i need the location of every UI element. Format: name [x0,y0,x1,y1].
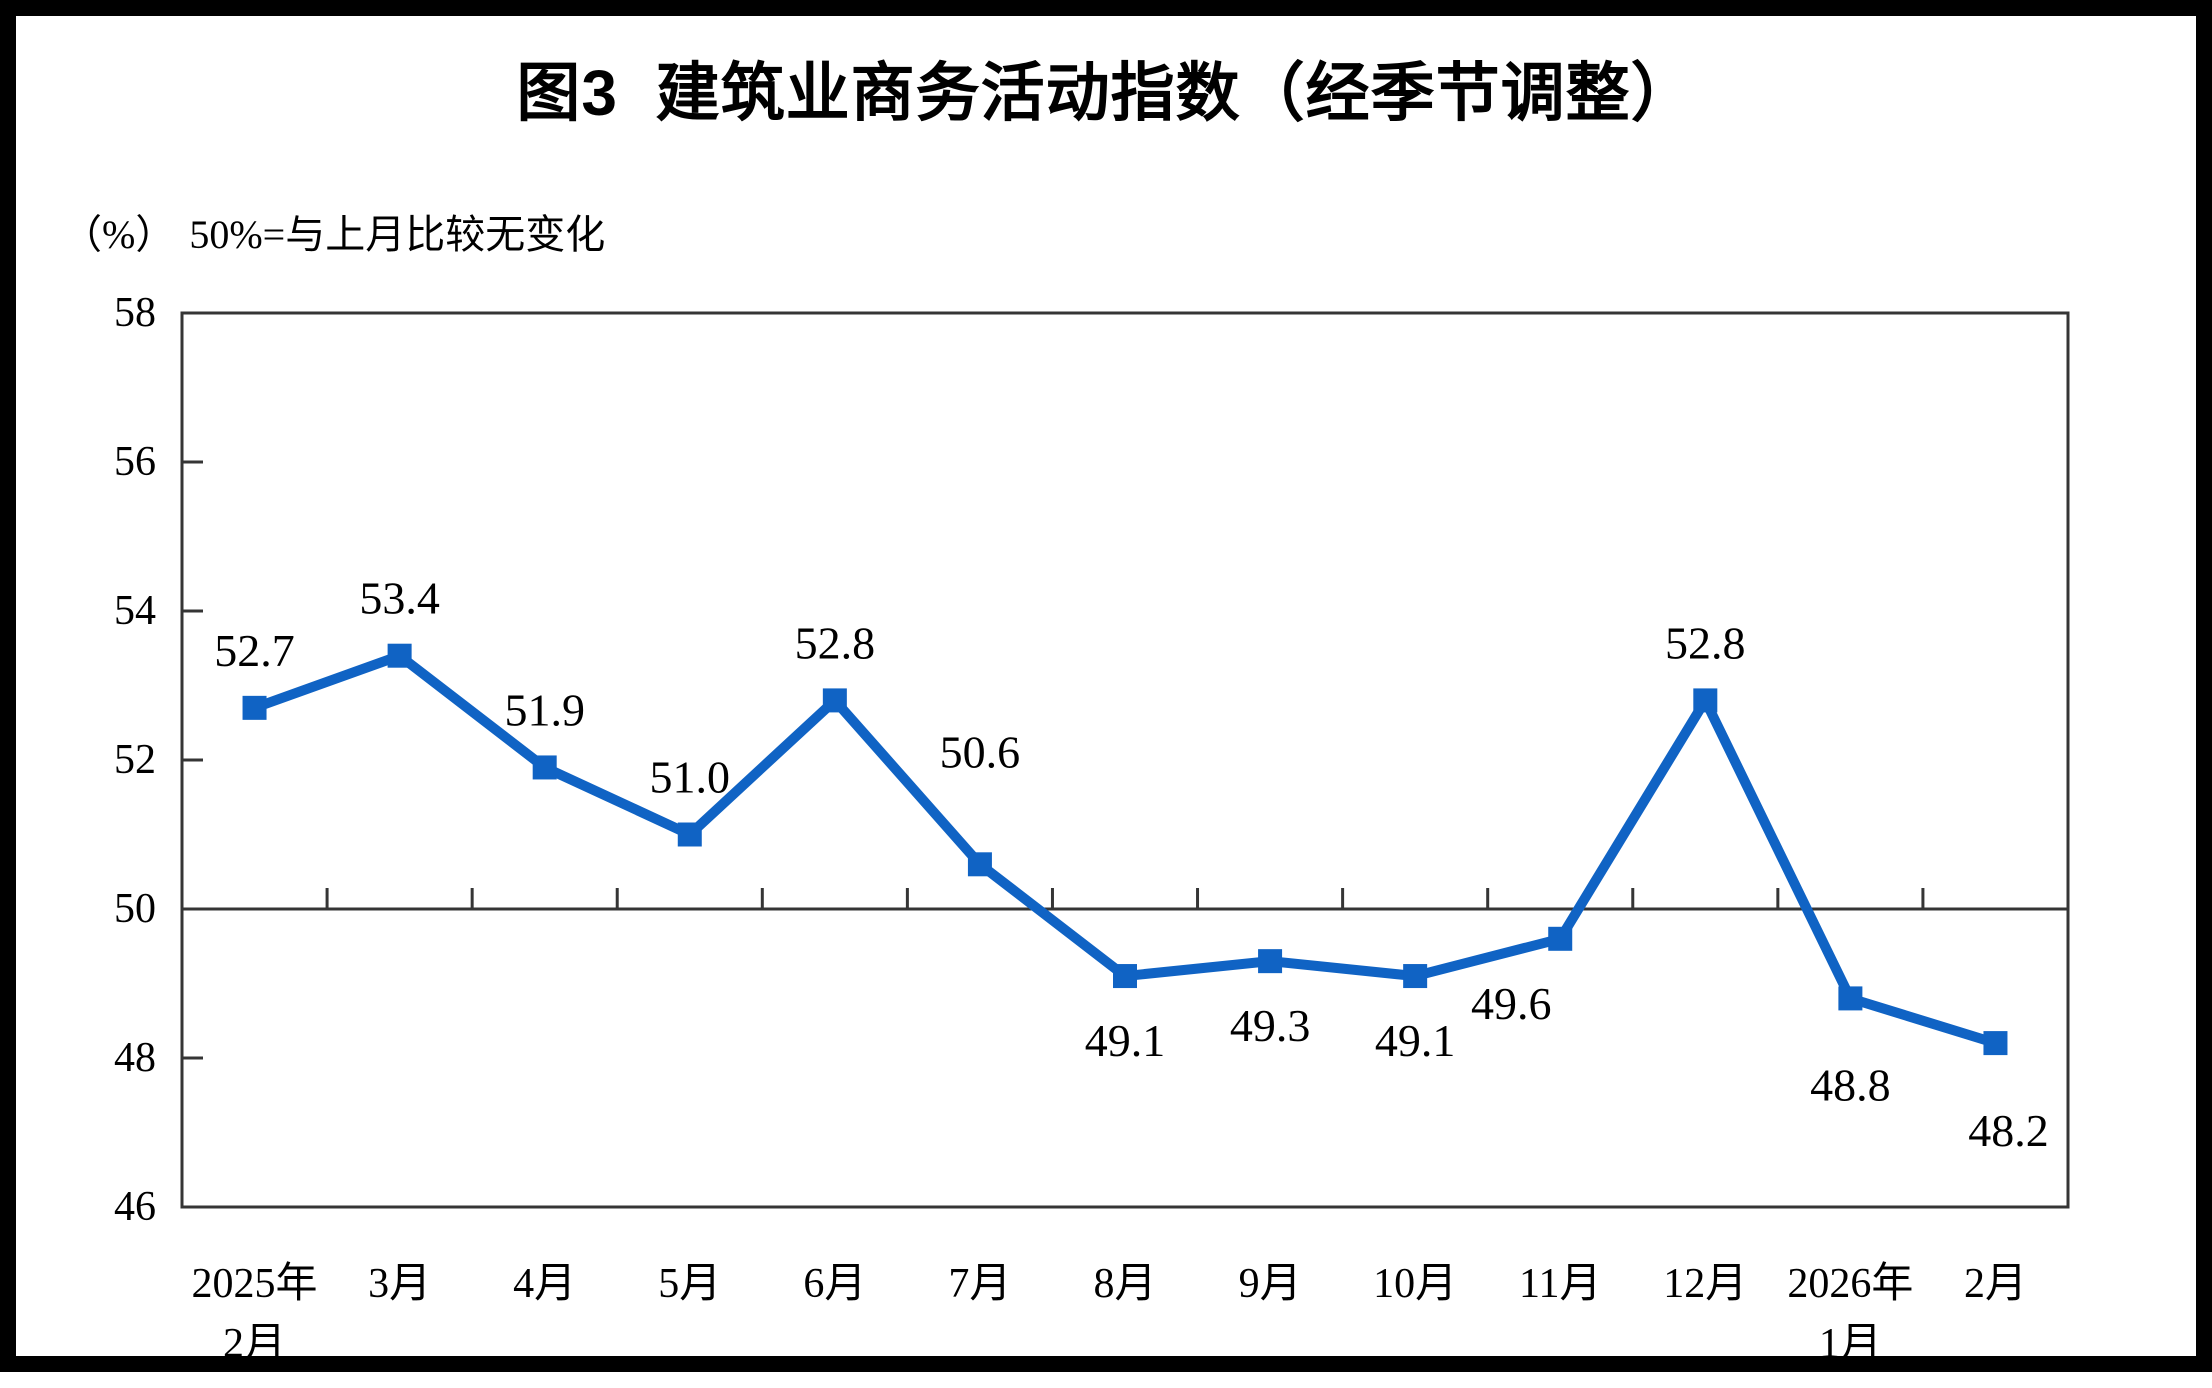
x-axis-label: 3月 [368,1261,431,1307]
x-axis-label: 8月 [1093,1261,1156,1307]
x-axis-label: 6月 [803,1261,866,1307]
data-point-label: 51.9 [504,684,585,735]
chart-title: 图3 建筑业商务活动指数（经季节调整） [516,57,1696,129]
data-point-marker [242,695,267,720]
plot-border [180,311,2070,1209]
data-point-marker [1693,688,1718,713]
data-point-label: 48.8 [1810,1059,1891,1110]
data-point-marker [1403,964,1428,989]
y-axis-tick-label: 56 [114,439,156,485]
data-point-marker [1258,949,1283,974]
y-axis-tick-label: 46 [114,1184,156,1230]
x-axis-label: 11月 [1519,1261,1601,1307]
y-axis-tick-label: 54 [114,588,156,634]
data-point-marker [1113,964,1137,989]
data-point-marker [967,852,992,877]
reference-line-note: 50%=与上月比较无变化 [189,212,606,257]
x-axis-label: 9月 [1239,1261,1302,1307]
x-axis-label: 5月 [658,1261,721,1307]
data-point-label: 49.3 [1230,1000,1311,1051]
data-point-label: 52.8 [1665,617,1746,668]
data-point-label: 52.8 [795,617,876,668]
data-point-label: 49.6 [1471,978,1552,1029]
y-axis-unit-label: （%） [62,212,176,257]
y-axis-unit-note: （%） 50%=与上月比较无变化 [62,202,605,260]
data-point-label: 49.1 [1085,1015,1166,1066]
data-point-marker [1838,986,1863,1011]
data-point-marker [1548,926,1573,951]
data-point-label: 50.6 [940,726,1021,777]
data-point-marker [387,643,412,668]
data-point-label: 52.7 [214,625,295,676]
data-point-marker [822,688,847,713]
data-point-label: 51.0 [650,752,731,803]
line-chart: 46 48 50 52 54 56 58 52.7 53.4 51.9 51.0 52.8 50.6 49… [114,290,2070,1367]
data-point-label: 48.2 [1968,1105,2049,1156]
x-axis-label: 2025年 2月 [192,1260,318,1367]
data-point-marker [1983,1031,2008,1056]
y-axis-tick-label: 50 [114,886,156,932]
y-axis-tick-label: 58 [114,290,156,336]
data-point-marker [532,755,557,780]
data-point-label: 53.4 [359,573,440,624]
y-axis-tick-label: 48 [114,1035,156,1081]
x-axis-label: 7月 [948,1261,1011,1307]
x-axis-label: 12月 [1663,1261,1747,1307]
y-axis-tick-label: 52 [114,737,156,783]
data-point-label: 49.1 [1375,1015,1456,1066]
x-axis-label: 2月 [1964,1261,2027,1307]
data-point-marker [677,822,702,847]
x-axis-label: 4月 [513,1261,576,1307]
x-axis-label: 2026年 1月 [1787,1260,1913,1367]
x-axis-label: 10月 [1373,1261,1457,1307]
